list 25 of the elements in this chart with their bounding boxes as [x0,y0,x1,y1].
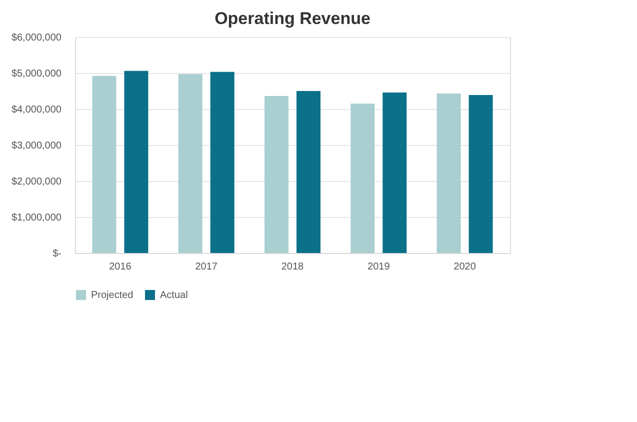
bar [350,104,375,253]
bar [296,91,320,253]
y-tick-label: $5,000,000 [11,68,62,80]
bar [382,92,407,253]
bar [468,94,493,253]
y-tick-label: $6,000,000 [11,32,62,44]
x-tick-label: 2019 [368,262,390,272]
bar [264,96,288,253]
x-tick-label: 2016 [109,262,132,272]
bar [436,94,461,253]
y-tick-label: $2,000,000 [11,176,62,188]
y-tick-label: $1,000,000 [11,212,62,224]
bar [178,74,202,253]
y-tick-label: $3,000,000 [11,140,62,152]
bar [124,70,148,253]
bar [92,76,116,253]
chart-title: Operating Revenue [214,9,370,28]
x-tick-label: 2017 [195,262,218,272]
legend-label: Actual [160,290,188,301]
y-tick-label: $- [52,248,62,260]
bar [210,72,234,253]
y-tick-label: $4,000,000 [11,104,62,116]
x-tick-label: 2020 [454,262,476,272]
x-tick-label: 2018 [281,262,304,272]
legend-label: Projected [91,290,134,301]
